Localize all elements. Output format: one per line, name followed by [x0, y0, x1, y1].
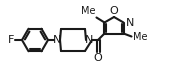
Text: N: N — [85, 35, 93, 45]
Text: O: O — [94, 53, 102, 63]
Text: O: O — [110, 6, 118, 16]
Text: Me: Me — [133, 32, 147, 42]
Text: N: N — [53, 35, 61, 45]
Text: F: F — [8, 35, 14, 45]
Text: N: N — [126, 18, 134, 28]
Text: Me: Me — [81, 6, 95, 16]
